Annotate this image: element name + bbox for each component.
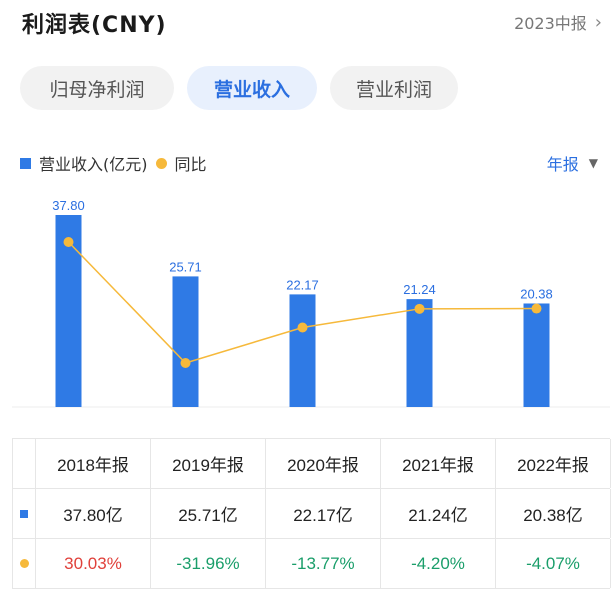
chevron-right-icon: › (594, 11, 602, 33)
chart-bar (406, 299, 433, 407)
dot-icon (19, 559, 29, 568)
bar-value-label: 25.71 (169, 259, 202, 274)
data-table: 2018年报 2019年报 2020年报 2021年报 2022年报 37.80… (12, 438, 611, 589)
table-cell: -31.96% (151, 539, 266, 588)
revenue-chart: 37.80 25.71 22.17 21.24 20.38 (12, 198, 610, 408)
yoy-point (297, 322, 308, 333)
bar-square-icon (20, 509, 28, 518)
legend-bar-label: 营业收入(亿元) (39, 155, 148, 174)
yoy-point (414, 303, 425, 314)
header: 利润表(CNY) 2023中报 › (0, 0, 614, 46)
bar-value-label: 22.17 (286, 277, 319, 292)
chart-legend: 营业收入(亿元) 同比 (20, 151, 207, 175)
table-header-cell: 2018年报 (36, 439, 151, 488)
table-row-yoy: 30.03% -31.96% -13.77% -4.20% -4.07% (12, 539, 611, 589)
tab-revenue[interactable]: 营业收入 (187, 66, 317, 110)
page-title: 利润表(CNY) (22, 13, 167, 38)
table-cell: 22.17亿 (266, 489, 381, 538)
chart-bar (523, 303, 550, 407)
metric-tabs: 归母净利润 营业收入 营业利润 (20, 66, 458, 110)
chart-bar (289, 294, 316, 407)
revenue-marker (12, 489, 36, 538)
frequency-dropdown[interactable]: 年报 ▼ (547, 151, 598, 175)
table-cell: 21.24亿 (381, 489, 496, 538)
chart-bar (172, 276, 199, 407)
bar-value-label: 21.24 (403, 282, 436, 297)
period-label: 2023中报 (514, 14, 587, 33)
period-selector[interactable]: 2023中报 › (514, 10, 602, 34)
frequency-label: 年报 (546, 155, 579, 174)
legend-line-label: 同比 (174, 155, 207, 174)
caret-down-icon: ▼ (588, 156, 598, 170)
table-corner (12, 439, 36, 488)
table-cell: 30.03% (36, 539, 151, 588)
legend-bar-swatch (20, 157, 31, 169)
tab-operating-profit[interactable]: 营业利润 (330, 66, 458, 110)
legend-line-swatch (155, 157, 167, 169)
table-header-cell: 2019年报 (151, 439, 266, 488)
table-header-cell: 2022年报 (496, 439, 611, 488)
yoy-point (180, 358, 191, 368)
yoy-point (531, 303, 542, 314)
table-header-row: 2018年报 2019年报 2020年报 2021年报 2022年报 (12, 439, 611, 489)
table-header-cell: 2021年报 (381, 439, 496, 488)
table-cell: -4.20% (381, 539, 496, 588)
table-cell: 20.38亿 (496, 489, 611, 538)
bar-value-label: 20.38 (520, 286, 553, 301)
table-cell: -13.77% (266, 539, 381, 588)
table-cell: 25.71亿 (151, 489, 266, 538)
table-cell: 37.80亿 (36, 489, 151, 538)
table-header-cell: 2020年报 (266, 439, 381, 488)
table-cell: -4.07% (496, 539, 611, 588)
yoy-point (63, 237, 74, 247)
table-row-revenue: 37.80亿 25.71亿 22.17亿 21.24亿 20.38亿 (12, 489, 611, 539)
tab-net-profit[interactable]: 归母净利润 (20, 66, 174, 110)
bar-value-label: 37.80 (52, 198, 85, 213)
yoy-marker (12, 539, 36, 588)
